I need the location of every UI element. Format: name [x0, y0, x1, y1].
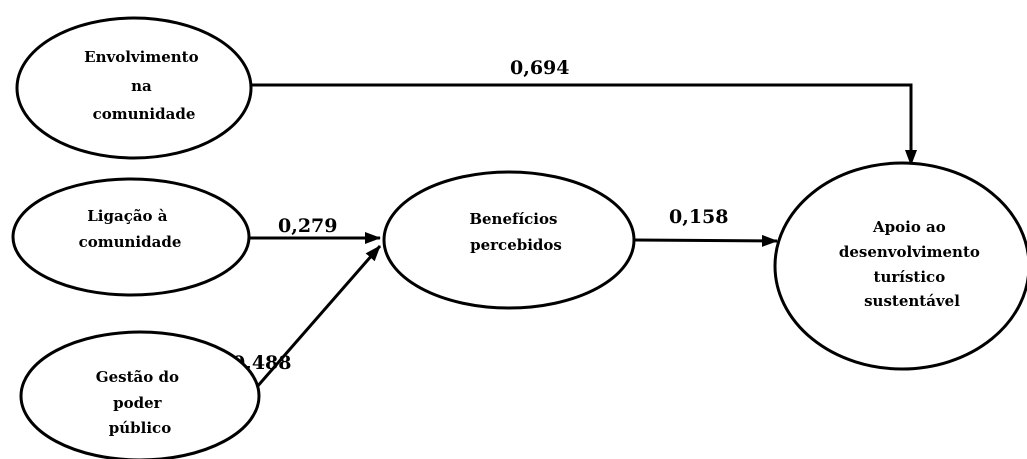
node-envolvimento-line-1: Envolvimento [84, 48, 198, 66]
node-ligacao-line-2: comunidade [79, 233, 182, 251]
edge-beneficios-apoio-line [631, 234, 778, 247]
node-apoio-line-3: turístico [874, 268, 946, 286]
edge-gestao-beneficios-line [254, 245, 382, 389]
node-envolvimento-na-comunidade: Envolvimento na comunidade [15, 16, 253, 160]
edge-ligacao-beneficios-label: 0,279 [278, 215, 338, 237]
node-gestao-do-poder-publico: Gestão do poder público [19, 330, 261, 459]
node-apoio-line-4: sustentável [864, 292, 960, 310]
node-beneficios-ellipse [382, 170, 636, 310]
node-apoio-line-2: desenvolvimento [839, 243, 980, 261]
node-envolvimento-label: Envolvimento na comunidade [84, 48, 204, 123]
node-envolvimento-line-2: na [131, 77, 152, 95]
node-apoio-line-1: Apoio ao [872, 218, 946, 236]
node-apoio-ao-desenvolvimento: Apoio ao desenvolvimento turístico suste… [773, 161, 1027, 371]
edge-envolvimento-to-apoio: 0,694 [250, 57, 917, 166]
node-gestao-line-3: público [109, 419, 171, 437]
edge-ligacao-to-beneficios: 0,279 [249, 215, 381, 244]
edge-envolvimento-apoio-label: 0,694 [510, 57, 570, 79]
node-apoio-ellipse [773, 161, 1027, 371]
edge-envolvimento-apoio-line [250, 83, 917, 166]
node-beneficios-line-2: percebidos [470, 236, 562, 254]
edge-beneficios-to-apoio: 0,158 [631, 206, 778, 247]
node-gestao-label: Gestão do poder público [96, 368, 184, 437]
node-ligacao-a-comunidade: Ligação à comunidade [11, 177, 251, 297]
node-ligacao-label: Ligação à comunidade [79, 207, 182, 251]
node-envolvimento-line-3: comunidade [93, 105, 196, 123]
node-ligacao-line-1: Ligação à [87, 207, 168, 225]
node-gestao-line-1: Gestão do [96, 368, 179, 386]
node-beneficios-percebidos: Benefícios percebidos [382, 170, 636, 310]
node-ligacao-ellipse [11, 177, 251, 297]
edge-beneficios-apoio-label: 0,158 [669, 206, 729, 228]
edge-gestao-to-beneficios: 0,488 [232, 245, 382, 389]
node-envolvimento-ellipse [15, 16, 253, 160]
node-apoio-label: Apoio ao desenvolvimento turístico suste… [839, 218, 985, 310]
node-beneficios-line-1: Benefícios [469, 210, 557, 228]
node-gestao-line-2: poder [113, 394, 163, 412]
node-gestao-ellipse [19, 330, 261, 459]
node-beneficios-label: Benefícios percebidos [469, 210, 562, 254]
